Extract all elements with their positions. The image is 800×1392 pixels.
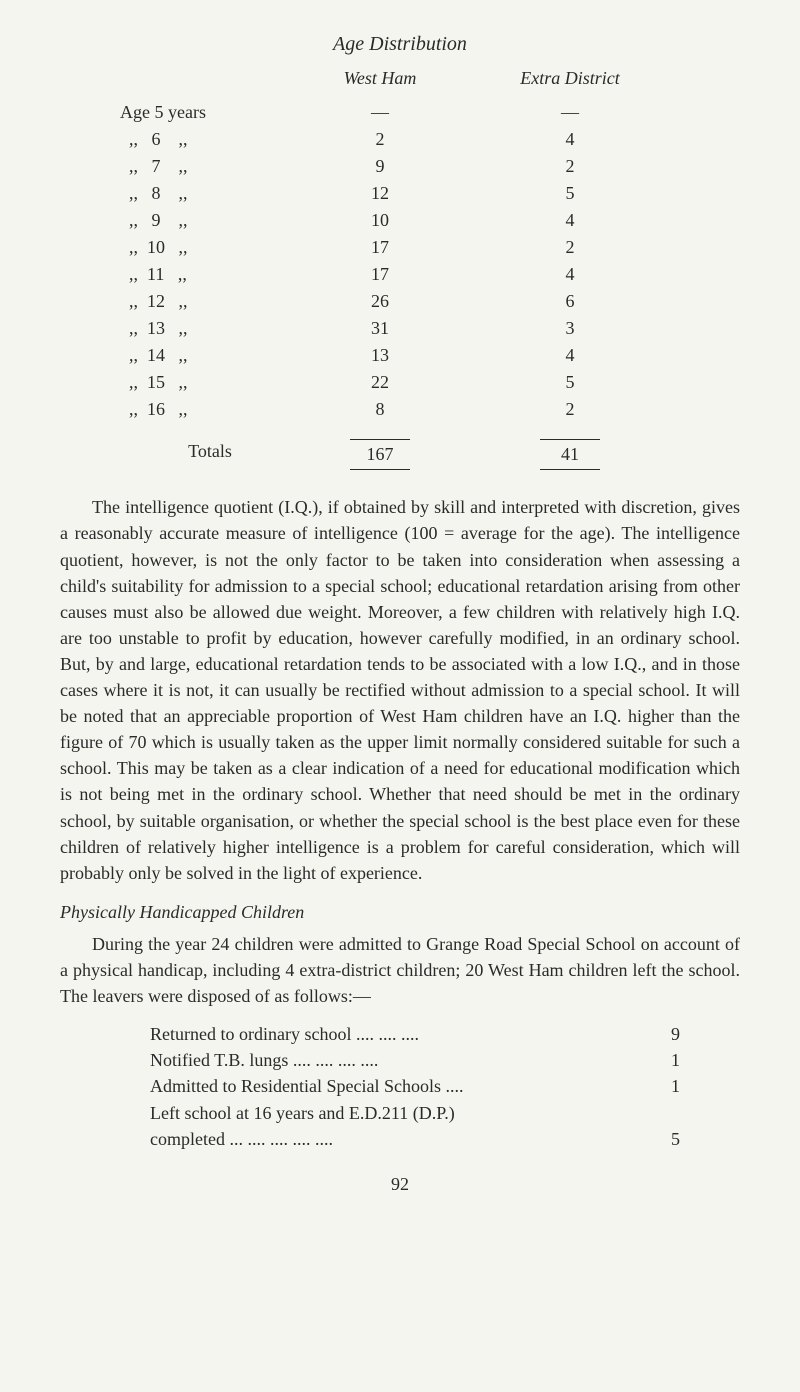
west-ham-value: 12 [300, 180, 460, 207]
extra-district-value: 4 [460, 342, 680, 369]
age-label: ,, 8 ,, [120, 180, 300, 207]
totals-west-ham: 167 [350, 439, 410, 470]
age-label: ,, 11 ,, [120, 261, 300, 288]
extra-district-value: 6 [460, 288, 680, 315]
table-row: ,, 11 ,,174 [120, 261, 680, 288]
age-label: ,, 13 ,, [120, 315, 300, 342]
age-label: ,, 6 ,, [120, 126, 300, 153]
west-ham-value: 17 [300, 234, 460, 261]
table-row: ,, 12 ,,266 [120, 288, 680, 315]
age-label: ,, 16 ,, [120, 396, 300, 423]
extra-district-value: 4 [460, 126, 680, 153]
table-row: ,, 9 ,,104 [120, 207, 680, 234]
age-distribution-table: West Ham Extra District Age 5 years—— ,,… [120, 66, 680, 470]
extra-district-value: 5 [460, 180, 680, 207]
leaver-value: 9 [640, 1021, 680, 1047]
table-row: ,, 13 ,,313 [120, 315, 680, 342]
table-row: ,, 8 ,,125 [120, 180, 680, 207]
leaver-row: Admitted to Residential Special Schools … [150, 1073, 680, 1099]
age-label: ,, 10 ,, [120, 234, 300, 261]
extra-district-value: — [460, 99, 680, 126]
west-ham-value: 17 [300, 261, 460, 288]
table-row: ,, 14 ,,134 [120, 342, 680, 369]
age-label: ,, 9 ,, [120, 207, 300, 234]
leaver-label: Returned to ordinary school .... .... ..… [150, 1021, 640, 1047]
table-header-row: West Ham Extra District [120, 66, 680, 91]
leavers-list: Returned to ordinary school .... .... ..… [150, 1021, 680, 1151]
west-ham-value: 8 [300, 396, 460, 423]
leaver-value: 1 [640, 1047, 680, 1073]
west-ham-value: 10 [300, 207, 460, 234]
leaver-row: Returned to ordinary school .... .... ..… [150, 1021, 680, 1047]
west-ham-value: 31 [300, 315, 460, 342]
age-label: ,, 12 ,, [120, 288, 300, 315]
extra-district-value: 5 [460, 369, 680, 396]
extra-district-value: 2 [460, 396, 680, 423]
table-row: ,, 7 ,,92 [120, 153, 680, 180]
leaver-row: Left school at 16 years and E.D.211 (D.P… [150, 1100, 680, 1126]
table-row: ,, 10 ,,172 [120, 234, 680, 261]
table-body: Age 5 years—— ,, 6 ,,24 ,, 7 ,,92 ,, 8 ,… [120, 99, 680, 423]
table-title: Age Distribution [60, 30, 740, 58]
table-row: ,, 16 ,,82 [120, 396, 680, 423]
age-label: ,, 7 ,, [120, 153, 300, 180]
extra-district-value: 4 [460, 261, 680, 288]
extra-district-value: 2 [460, 153, 680, 180]
west-ham-value: 26 [300, 288, 460, 315]
leaver-label: Admitted to Residential Special Schools … [150, 1073, 640, 1099]
leaver-value [640, 1100, 680, 1126]
header-west-ham: West Ham [300, 66, 460, 91]
leaver-value: 1 [640, 1073, 680, 1099]
totals-row: Totals 167 41 [120, 439, 680, 470]
table-row: Age 5 years—— [120, 99, 680, 126]
age-label: ,, 14 ,, [120, 342, 300, 369]
leaver-value: 5 [640, 1126, 680, 1152]
table-row: ,, 6 ,,24 [120, 126, 680, 153]
paragraph-physically-handicapped: During the year 24 children were admitte… [60, 931, 740, 1009]
west-ham-value: 2 [300, 126, 460, 153]
age-label: Age 5 years [120, 99, 300, 126]
leaver-label: completed ... .... .... .... .... [150, 1126, 640, 1152]
totals-label: Totals [120, 439, 300, 470]
leaver-label: Left school at 16 years and E.D.211 (D.P… [150, 1100, 640, 1126]
paragraph-iq: The intelligence quotient (I.Q.), if obt… [60, 494, 740, 885]
header-blank [120, 66, 300, 91]
leaver-row: Notified T.B. lungs .... .... .... ....1 [150, 1047, 680, 1073]
extra-district-value: 3 [460, 315, 680, 342]
header-extra-district: Extra District [460, 66, 680, 91]
totals-extra-district: 41 [540, 439, 600, 470]
west-ham-value: 22 [300, 369, 460, 396]
page-number: 92 [60, 1172, 740, 1197]
west-ham-value: 9 [300, 153, 460, 180]
leaver-row: completed ... .... .... .... ....5 [150, 1126, 680, 1152]
leaver-label: Notified T.B. lungs .... .... .... .... [150, 1047, 640, 1073]
section-heading-physically-handicapped: Physically Handicapped Children [60, 900, 740, 925]
west-ham-value: — [300, 99, 460, 126]
table-row: ,, 15 ,,225 [120, 369, 680, 396]
extra-district-value: 4 [460, 207, 680, 234]
age-label: ,, 15 ,, [120, 369, 300, 396]
extra-district-value: 2 [460, 234, 680, 261]
west-ham-value: 13 [300, 342, 460, 369]
